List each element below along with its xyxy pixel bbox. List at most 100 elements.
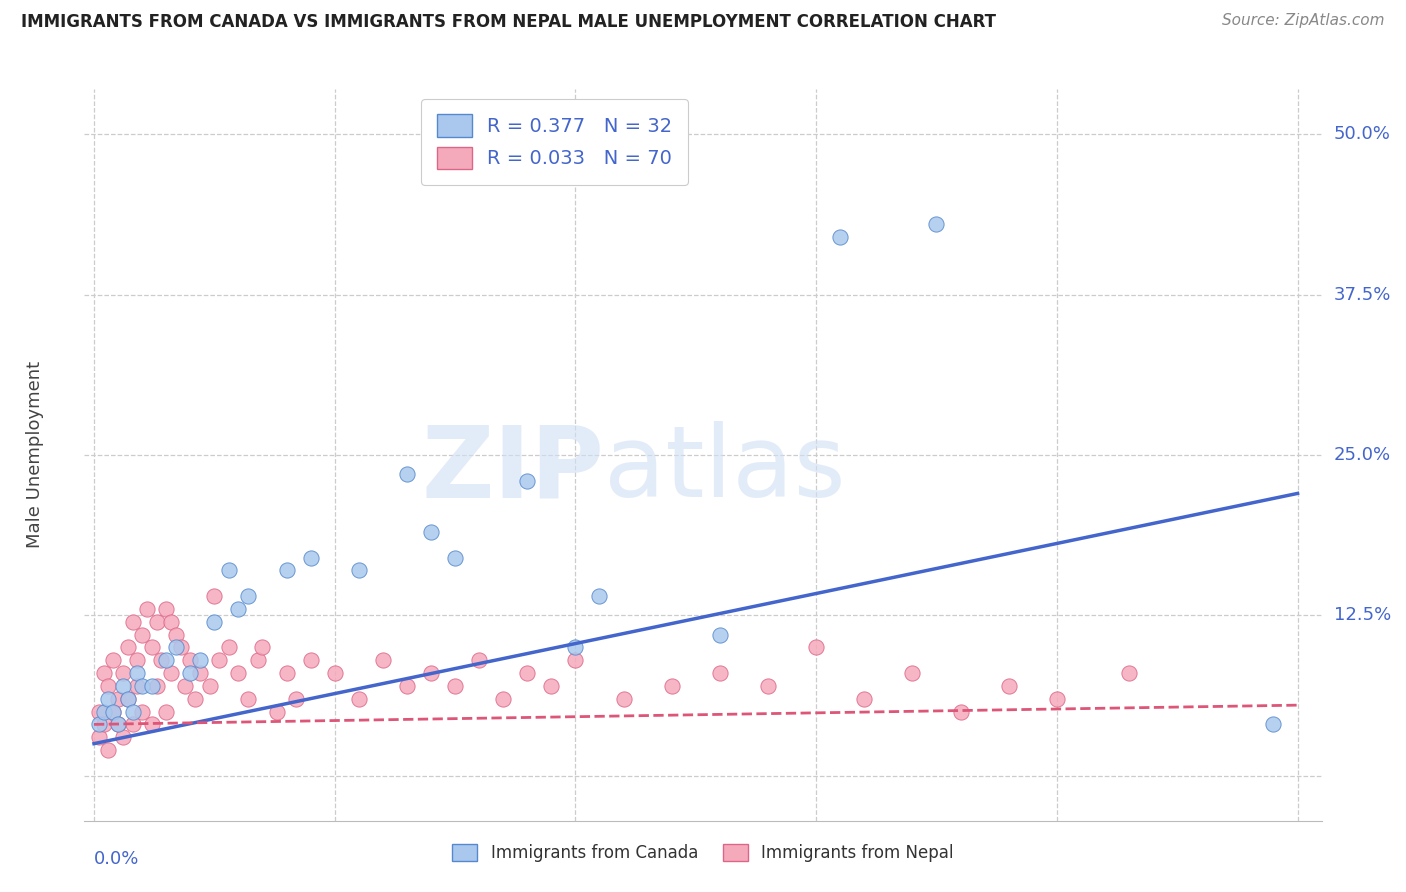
Point [709,666,731,681]
Point [111,730,134,744]
Point [252,640,274,655]
Point [420,524,443,539]
Point [121,705,143,719]
Point [131,705,153,719]
Text: 37.5%: 37.5% [1334,285,1392,303]
Text: Source: ZipAtlas.com: Source: ZipAtlas.com [1222,13,1385,29]
Point [756,679,779,693]
Point [1046,691,1069,706]
Point [853,691,876,706]
Point [540,679,562,693]
Point [285,691,308,706]
Point [141,679,163,693]
Point [188,653,211,667]
Text: IMMIGRANTS FROM CANADA VS IMMIGRANTS FROM NEPAL MALE UNEMPLOYMENT CORRELATION CH: IMMIGRANTS FROM CANADA VS IMMIGRANTS FRO… [21,13,995,31]
Point [93,705,115,719]
Point [117,691,139,706]
Point [516,474,538,488]
Point [228,602,250,616]
Point [1263,717,1285,731]
Point [127,653,149,667]
Point [145,615,167,629]
Point [266,705,288,719]
Point [87,717,110,731]
Point [97,679,120,693]
Point [117,640,139,655]
Point [155,602,177,616]
Point [93,666,115,681]
Point [949,705,972,719]
Point [516,666,538,681]
Point [347,691,370,706]
Point [141,717,163,731]
Point [323,666,346,681]
Point [179,666,201,681]
Point [444,679,467,693]
Point [236,589,259,603]
Point [179,653,201,667]
Point [155,705,177,719]
Point [444,550,467,565]
Point [131,627,153,641]
Text: 12.5%: 12.5% [1334,607,1392,624]
Point [160,666,183,681]
Point [709,627,731,641]
Point [103,705,125,719]
Point [276,666,298,681]
Point [202,615,225,629]
Point [127,679,149,693]
Point [117,691,139,706]
Text: 25.0%: 25.0% [1334,446,1391,464]
Point [299,550,322,565]
Point [468,653,491,667]
Point [901,666,924,681]
Point [613,691,636,706]
Point [111,666,134,681]
Point [87,705,110,719]
Point [299,653,322,667]
Point [228,666,250,681]
Point [395,467,418,482]
Point [107,717,129,731]
Point [371,653,394,667]
Text: ZIP: ZIP [422,421,605,518]
Point [93,717,115,731]
Text: atlas: atlas [605,421,845,518]
Point [127,666,149,681]
Point [218,563,240,577]
Point [165,640,187,655]
Point [145,679,167,693]
Point [830,229,852,244]
Point [492,691,515,706]
Legend: Immigrants from Canada, Immigrants from Nepal: Immigrants from Canada, Immigrants from … [444,836,962,871]
Point [1118,666,1140,681]
Point [661,679,683,693]
Point [103,705,125,719]
Point [564,653,586,667]
Point [150,653,173,667]
Point [188,666,211,681]
Point [121,615,143,629]
Point [246,653,269,667]
Point [111,679,134,693]
Point [103,653,125,667]
Point [107,717,129,731]
Point [997,679,1019,693]
Point [202,589,225,603]
Point [97,743,120,757]
Point [420,666,443,681]
Point [564,640,586,655]
Point [169,640,191,655]
Point [208,653,231,667]
Point [97,691,120,706]
Point [347,563,370,577]
Text: 0.0%: 0.0% [94,850,139,868]
Point [198,679,221,693]
Point [184,691,207,706]
Point [588,589,610,603]
Point [165,627,187,641]
Point [236,691,259,706]
Point [131,679,153,693]
Point [141,640,163,655]
Point [395,679,418,693]
